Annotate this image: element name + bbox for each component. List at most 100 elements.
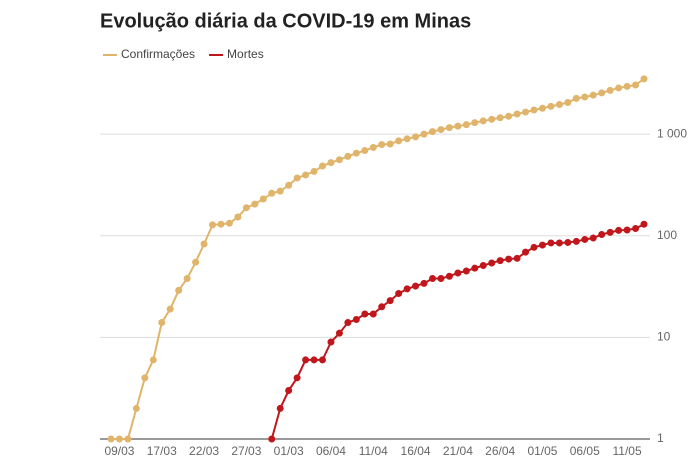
data-point: [572, 237, 580, 245]
data-point: [344, 319, 352, 327]
data-point: [115, 435, 123, 443]
data-point: [217, 220, 225, 228]
y-tick-label: 1 000: [657, 126, 687, 140]
data-point: [335, 329, 343, 337]
data-point: [268, 435, 276, 443]
data-point: [598, 89, 606, 97]
data-point: [581, 235, 589, 243]
data-point: [132, 404, 140, 412]
data-point: [428, 274, 436, 282]
data-point: [234, 213, 242, 221]
x-tick-label: 27/03: [231, 444, 261, 458]
data-point: [378, 303, 386, 311]
x-tick-label: 11/04: [359, 444, 388, 458]
data-point: [462, 121, 470, 129]
data-point: [428, 128, 436, 136]
data-point: [538, 104, 546, 112]
data-point: [209, 221, 217, 229]
data-point: [437, 126, 445, 134]
data-point: [412, 282, 420, 290]
data-point: [251, 200, 259, 208]
data-point: [530, 243, 538, 251]
data-point: [572, 94, 580, 102]
series-line: [111, 78, 645, 440]
data-point: [632, 224, 640, 232]
data-point: [589, 91, 597, 99]
x-tick-label: 16/04: [401, 444, 431, 458]
data-point: [276, 404, 284, 412]
data-point: [530, 106, 538, 114]
legend-label: Confirmações: [121, 47, 195, 61]
data-point: [522, 248, 530, 256]
data-point: [581, 93, 589, 101]
data-point: [564, 98, 572, 106]
data-point: [369, 310, 377, 318]
data-point: [327, 338, 335, 346]
data-point: [259, 195, 267, 203]
x-tick-label: 21/04: [443, 444, 473, 458]
data-point: [192, 258, 200, 266]
data-point: [547, 239, 555, 247]
data-point: [623, 226, 631, 234]
data-point: [361, 310, 369, 318]
data-point: [454, 269, 462, 277]
data-point: [496, 114, 504, 122]
data-point: [335, 156, 343, 164]
data-point: [158, 319, 166, 327]
data-point: [310, 356, 318, 364]
data-point: [564, 238, 572, 246]
data-point: [420, 279, 428, 287]
x-tick-label: 17/03: [147, 444, 177, 458]
data-point: [285, 181, 293, 189]
data-point: [403, 285, 411, 293]
data-point: [124, 435, 132, 443]
data-point: [378, 141, 386, 149]
data-point: [319, 356, 327, 364]
data-point: [327, 159, 335, 167]
data-point: [555, 239, 563, 247]
data-point: [445, 272, 453, 280]
data-point: [276, 187, 284, 195]
y-tick-label: 10: [657, 330, 671, 344]
data-point: [606, 228, 614, 236]
data-point: [412, 133, 420, 141]
data-point: [293, 174, 301, 182]
y-tick-label: 100: [657, 228, 677, 242]
data-point: [420, 130, 428, 138]
data-point: [352, 149, 360, 157]
data-point: [615, 226, 623, 234]
data-point: [302, 356, 310, 364]
data-point: [538, 241, 546, 249]
data-point: [319, 162, 327, 170]
series-line: [270, 223, 645, 440]
legend-label: Mortes: [227, 47, 264, 61]
data-point: [310, 167, 318, 175]
data-point: [352, 315, 360, 323]
data-point: [615, 84, 623, 92]
x-tick-label: 06/04: [316, 444, 346, 458]
data-point: [623, 82, 631, 90]
data-point: [479, 261, 487, 269]
data-point: [183, 274, 191, 282]
data-point: [395, 290, 403, 298]
data-point: [598, 230, 606, 238]
data-point: [437, 274, 445, 282]
data-point: [505, 255, 513, 263]
data-point: [496, 257, 504, 265]
data-point: [268, 189, 276, 197]
data-point: [547, 102, 555, 110]
data-point: [589, 234, 597, 242]
x-tick-label: 26/04: [485, 444, 515, 458]
x-tick-label: 01/05: [527, 444, 557, 458]
data-point: [505, 112, 513, 120]
data-point: [479, 117, 487, 125]
data-point: [285, 387, 293, 395]
data-point: [471, 119, 479, 127]
x-tick-label: 09/03: [104, 444, 134, 458]
data-point: [640, 75, 648, 83]
data-point: [513, 110, 521, 118]
data-point: [488, 259, 496, 267]
data-point: [445, 124, 453, 132]
x-tick-label: 22/03: [189, 444, 219, 458]
